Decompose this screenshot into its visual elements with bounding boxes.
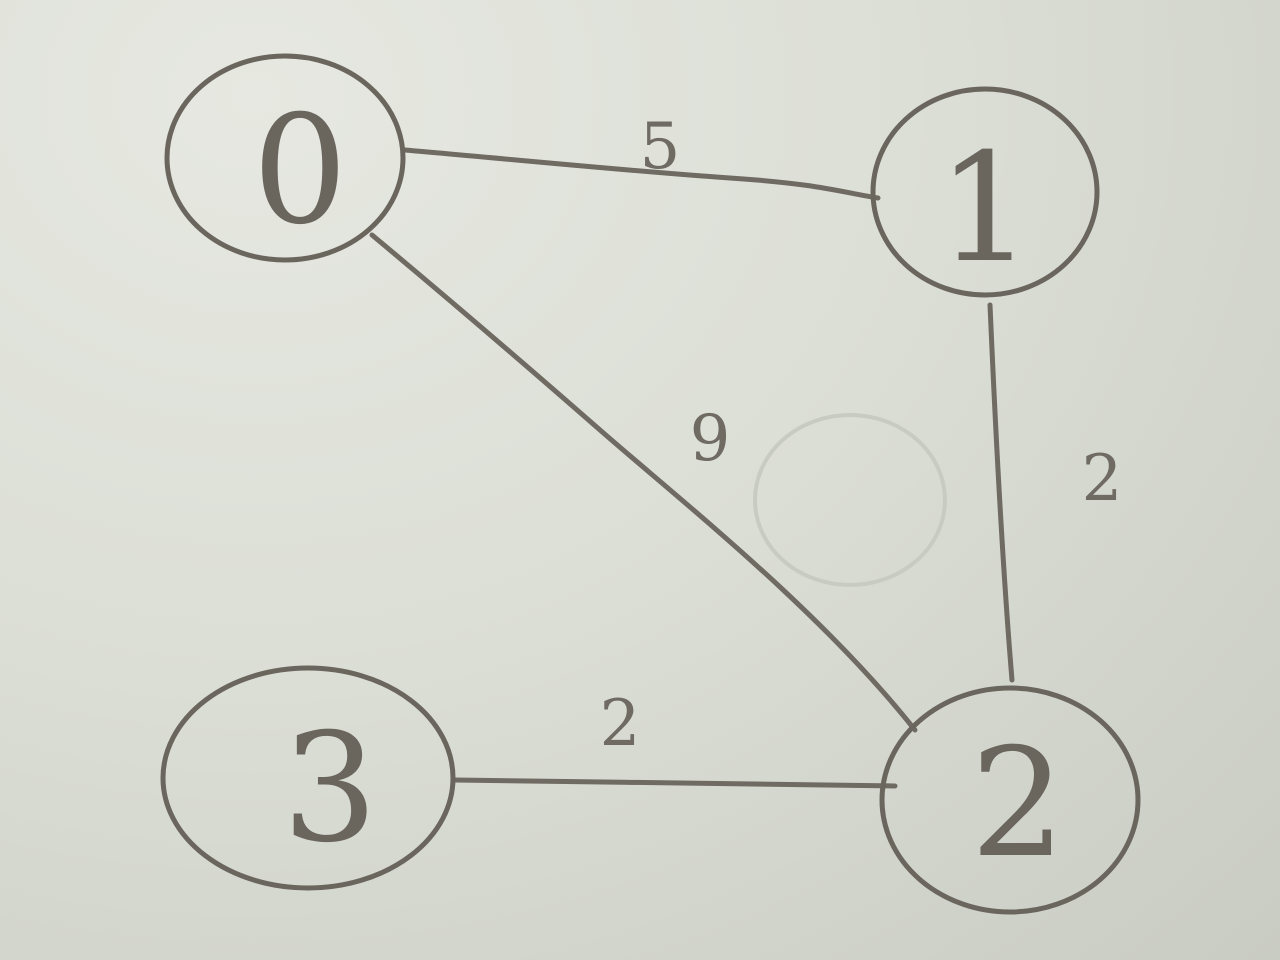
node-1: 1 (870, 86, 1100, 298)
ghost-mark (753, 413, 947, 587)
node-2: 2 (879, 685, 1141, 915)
node-label: 1 (937, 122, 1032, 296)
edge-1-2 (987, 302, 1015, 683)
node-label: 2 (970, 717, 1065, 891)
node-ring (870, 86, 1100, 298)
node-0: 0 (164, 53, 406, 263)
weight-label-0-2: 9 (690, 402, 731, 476)
edge-0-2 (369, 232, 918, 733)
weight-label-1-2: 2 (1082, 442, 1123, 516)
weight-label-0-1: 5 (640, 110, 681, 184)
weight-label-3-2: 2 (600, 687, 641, 761)
node-3: 3 (160, 665, 456, 891)
node-ring (164, 53, 406, 263)
node-label: 3 (282, 702, 377, 876)
node-label: 0 (252, 84, 347, 258)
edge-0-1 (402, 147, 881, 201)
edge-3-2 (452, 777, 898, 789)
node-ring (879, 685, 1141, 915)
node-ring (160, 665, 456, 891)
